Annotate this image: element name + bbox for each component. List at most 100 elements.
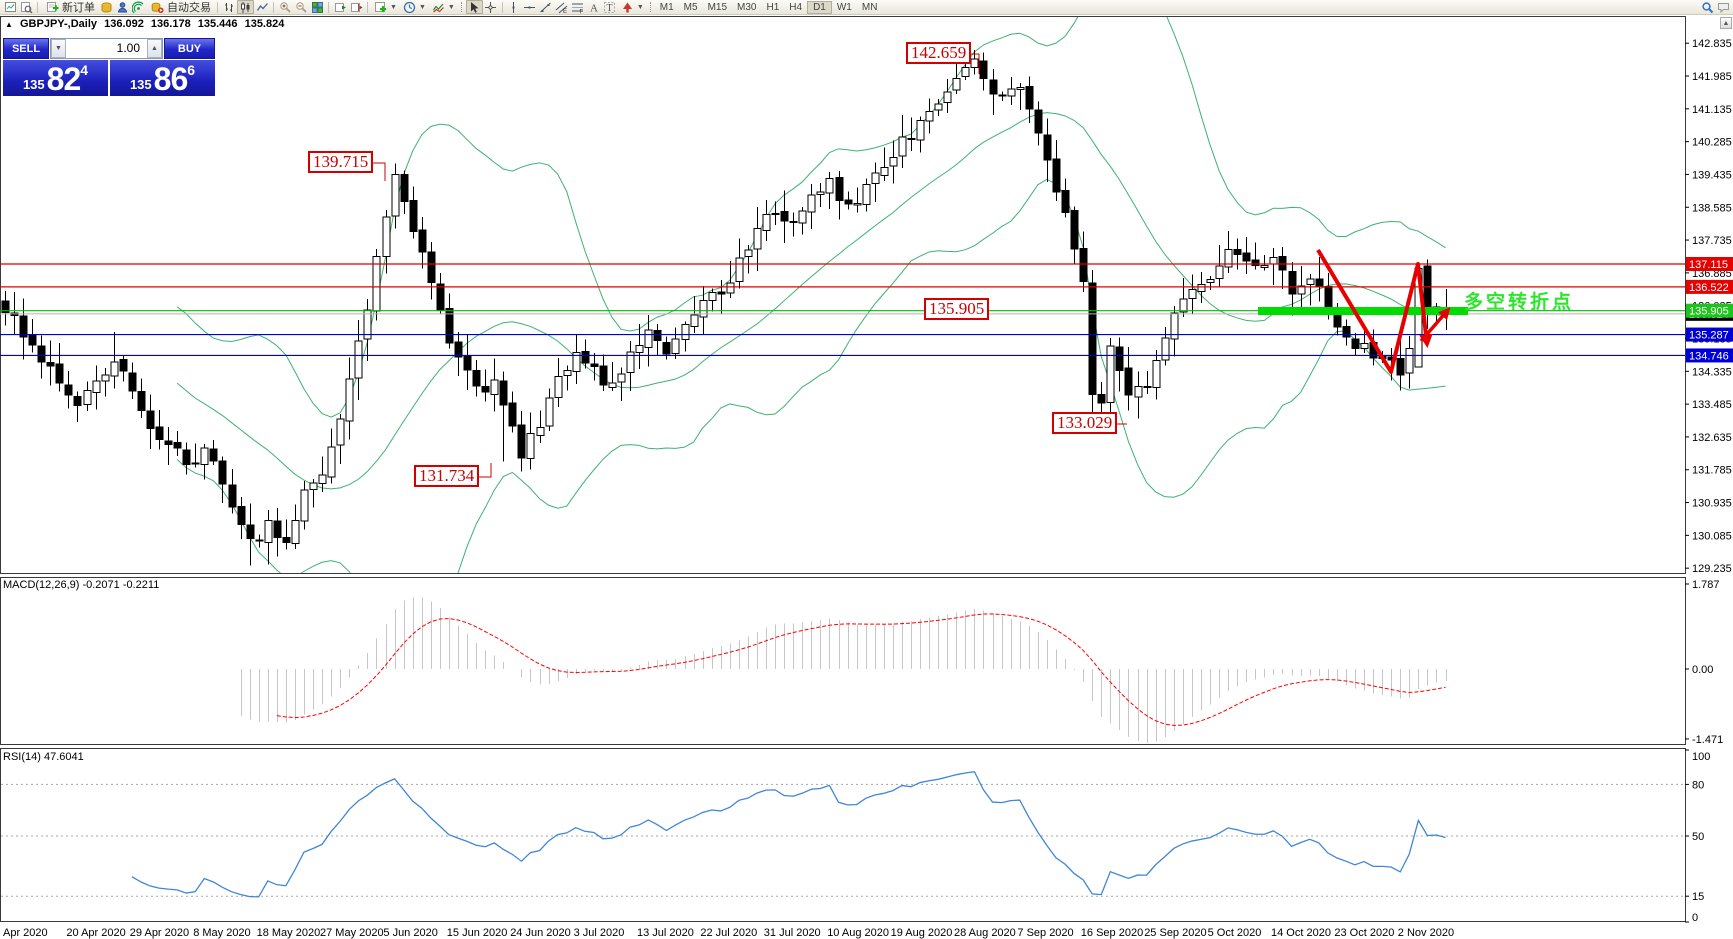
date-axis-label: 15 Jun 2020 [447,927,508,939]
rsi-axis-tick: 0 [1692,912,1698,924]
timeframe-m15[interactable]: M15 [707,1,728,13]
date-axis-label: 2 Nov 2020 [1398,927,1454,939]
timeframe-h4[interactable]: H4 [789,1,803,13]
rsi-axis-tick: 80 [1692,779,1704,791]
rsi-axis-tick: 100 [1692,751,1710,763]
bull-bear-turning-point-annotation[interactable]: 多空转折点 [1464,292,1575,313]
zoom-out-icon[interactable] [293,0,309,14]
line-chart-mode-icon[interactable] [254,0,270,14]
date-axis-label: 24 Jun 2020 [510,927,571,939]
price-callout-label[interactable]: 135.905 [924,298,990,320]
auto-trading-icon [149,0,165,14]
new-chart-window-icon[interactable] [2,0,18,14]
new-order-button[interactable]: 新订单 [41,0,98,14]
market-depth-icon[interactable] [98,0,114,14]
timeframe-m1[interactable]: M1 [659,1,674,13]
chevron-down-icon: ▼ [418,3,426,11]
tile-windows-icon[interactable] [309,0,325,14]
text-tool-icon[interactable]: A [586,0,602,14]
macd-axis-tick: 0.00 [1692,664,1713,676]
timeframe-group: M1 M5 M15 M30 H1 H4 D1 W1 MN [655,0,883,14]
buy-button[interactable]: BUY [164,38,215,59]
volume-value[interactable]: 1.00 [116,41,140,55]
rsi-pane-frame [0,748,1686,922]
toolbar-separator [367,1,368,13]
support-zone-rectangle[interactable] [1258,307,1468,315]
chart-shift-icon[interactable] [348,0,364,14]
volume-increase-button[interactable]: ▲ [147,39,162,58]
chat-icon[interactable] [1715,0,1731,14]
symbol-collapse-arrow[interactable]: ▲ [5,20,13,29]
ask-pip-digit: 6 [187,62,196,78]
sell-button[interactable]: SELL [3,38,49,59]
toolbar-separator [328,1,329,13]
rsi-indicator-label: RSI(14) 47.6041 [3,751,84,763]
date-axis-label: 20 Apr 2020 [66,927,125,939]
bounce-arrow[interactable] [1419,307,1451,343]
signals-icon[interactable] [130,0,146,14]
horizontal-line-tool-icon[interactable] [522,0,538,14]
crosshair-tool-icon[interactable] [483,0,499,14]
auto-scroll-icon[interactable] [332,0,348,14]
price-axis-tick: 141.985 [1692,71,1732,83]
timeframe-m5[interactable]: M5 [683,1,698,13]
symbol-name: GBPJPY-,Daily [19,18,98,30]
timeframe-w1[interactable]: W1 [836,1,852,13]
svg-text:F: F [580,9,584,14]
chevron-down-icon: ▼ [390,3,397,11]
timeframe-mn[interactable]: MN [861,1,878,13]
symbol-info-bar: ▲ GBPJPY-,Daily 136.092 136.178 135.446 … [5,18,288,30]
candlesticks [1,50,1451,566]
price-callout-label[interactable]: 139.715 [308,151,374,173]
cursor-tool-icon[interactable] [465,0,483,14]
price-axis-tick: 130.935 [1692,498,1732,510]
period-button[interactable]: ▼ [400,0,429,14]
fibonacci-tool-icon[interactable]: F [570,0,586,14]
timeframe-m30[interactable]: M30 [737,1,757,13]
date-axis-label: 10 Aug 2020 [827,927,889,939]
ohlc-high: 136.178 [150,18,191,30]
scroll-up-button[interactable]: ▲ [1720,17,1732,29]
rsi-axis-tick: 15 [1692,891,1704,903]
macd-indicator-label: MACD(12,26,9) -0.2071 -0.2211 [3,579,160,591]
ask-price-display[interactable]: 135 86 6 [110,60,215,96]
auto-trading-button[interactable]: 自动交易 [146,0,214,14]
bid-price-display[interactable]: 135 82 4 [3,60,108,96]
price-callout-label[interactable]: 131.734 [414,465,480,487]
price-callout-label[interactable]: 142.659 [906,42,972,64]
price-axis-tick: 141.135 [1692,104,1732,116]
ask-big-digits: 86 [153,61,189,97]
indicators-button[interactable]: ▼ [429,0,458,14]
volume-decrease-button[interactable]: ▼ [51,39,66,58]
macd-histogram [241,597,1447,743]
vertical-line-tool-icon[interactable] [506,0,522,14]
trend-arrow-zigzag[interactable] [1316,248,1433,374]
zoom-in-icon[interactable] [277,0,293,14]
trendline-tool-icon[interactable] [538,0,554,14]
bid-pip-digit: 4 [80,62,89,78]
bid-big-digits: 82 [46,61,82,97]
price-axis-tick: 132.635 [1692,432,1732,444]
label-tool-icon[interactable]: T [602,0,618,14]
price-level-tag [1686,279,1733,294]
date-axis-label: 14 Oct 2020 [1271,927,1331,939]
search-icon[interactable] [1699,0,1715,14]
bar-chart-mode-icon[interactable] [221,0,237,14]
macd-pane-frame [0,577,1686,745]
price-level-tag [1686,303,1733,318]
profiles-icon[interactable] [114,0,130,14]
macd-axis-tick: 1.787 [1692,579,1720,591]
price-callout-label[interactable]: 133.029 [1052,412,1118,434]
date-axis-label: 5 Oct 2020 [1208,927,1262,939]
chart-preview-icon[interactable] [18,0,34,14]
new-chart-button[interactable]: ▼ [371,0,400,14]
rsi-axis-tick: 50 [1692,831,1704,843]
candlestick-mode-icon[interactable] [237,0,254,14]
equidistant-channel-tool-icon[interactable]: E [554,0,570,14]
timeframe-d1[interactable]: D1 [807,0,832,14]
date-axis-label: 5 Jun 2020 [383,927,437,939]
timeframe-h1[interactable]: H1 [766,1,780,13]
shapes-arrows-button[interactable]: ▼ [618,0,647,14]
main-toolbar: 新订单 自动交易 ▼ ▼ ▼ E F A T ▼ M1 M5 M15 M30 H1 H4 D… [0,0,1733,15]
